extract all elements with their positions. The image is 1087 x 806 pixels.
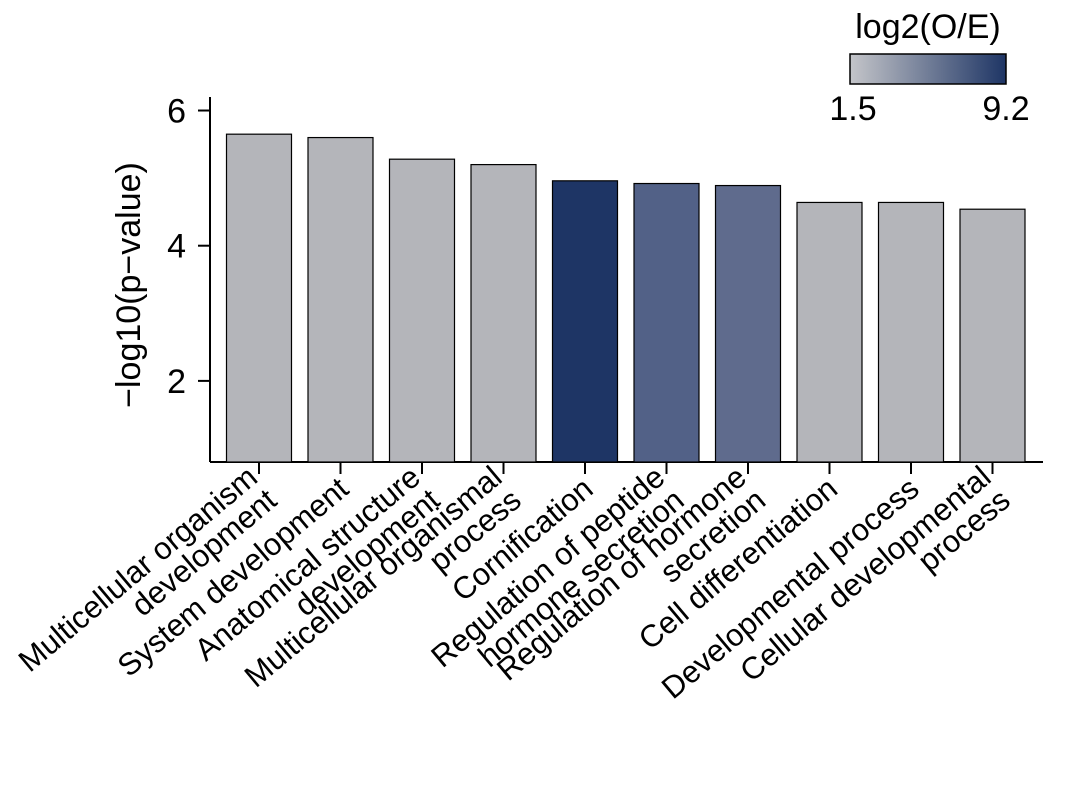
bar-1 xyxy=(307,136,374,463)
bar-5 xyxy=(633,182,700,463)
bars xyxy=(225,133,1026,463)
bar-2 xyxy=(388,158,456,463)
legend-max-label: 9.2 xyxy=(982,90,1029,128)
x-axis-ticks xyxy=(258,462,994,474)
y-tick-label: 2 xyxy=(167,363,186,401)
bar-0 xyxy=(225,133,293,463)
x-tick-label-line: Cellular developmental xyxy=(733,459,997,689)
bar-7 xyxy=(796,201,863,463)
y-tick-label: 6 xyxy=(167,93,186,131)
bar-4 xyxy=(551,180,619,463)
y-tick-label: 4 xyxy=(167,228,186,266)
bar-8 xyxy=(877,201,945,463)
bar-9 xyxy=(959,208,1026,463)
x-axis-tick-labels: Multicellular organismdevelopmentSystem … xyxy=(12,459,1017,706)
legend-min-label: 1.5 xyxy=(829,90,876,128)
y-axis-label: −log10(p−value) xyxy=(110,162,148,408)
y-axis-ticks: 2 4 6 xyxy=(167,93,210,401)
legend-title: log2(O/E) xyxy=(855,8,1001,46)
legend-gradient-bar xyxy=(849,53,1007,85)
bar-3 xyxy=(470,163,537,463)
bar-6 xyxy=(714,184,782,463)
color-legend: log2(O/E) 1.5 9.2 xyxy=(829,8,1029,128)
